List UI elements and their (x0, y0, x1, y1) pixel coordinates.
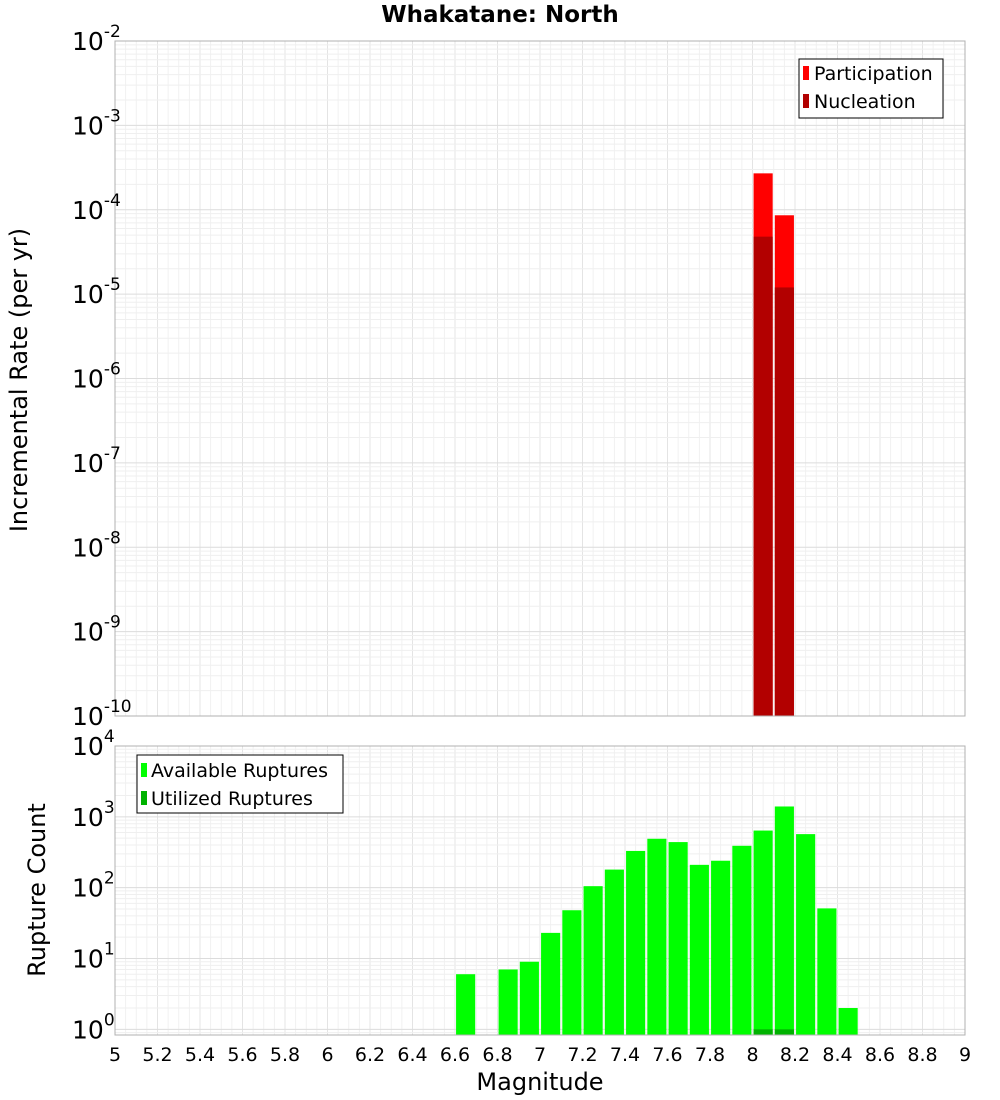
bottom-bar-available-ruptures (626, 850, 646, 1035)
x-tick-label: 7 (534, 1044, 546, 1066)
bottom-y-tick-labels: 104 103 102 101 100 (72, 727, 115, 1044)
bottom-bars (456, 806, 858, 1035)
bottom-y-tick-label: 104 (72, 727, 115, 761)
x-tick-label: 7.4 (610, 1044, 640, 1066)
bottom-bar-utilized-ruptures (774, 1029, 794, 1035)
bottom-y-tick-label: 101 (72, 940, 115, 974)
legend-label-utilized: Utilized Ruptures (151, 788, 313, 810)
bottom-plot-frame (114, 745, 966, 1036)
top-grid (114, 41, 966, 717)
bottom-bar-available-ruptures (796, 834, 816, 1035)
legend-swatch-utilized (141, 791, 147, 805)
top-y-tick-label: 10-5 (72, 275, 121, 309)
bottom-legend: Available Ruptures Utilized Ruptures (136, 754, 344, 814)
x-tick-label: 8.8 (907, 1044, 937, 1066)
x-tick-label: 6.2 (355, 1044, 385, 1066)
bottom-bar-available-ruptures (498, 969, 518, 1035)
x-tick-label: 8.4 (822, 1044, 852, 1066)
x-axis-label: Magnitude (476, 1068, 603, 1096)
bottom-bar-available-ruptures (753, 830, 773, 1035)
bottom-bar-available-ruptures (668, 842, 688, 1035)
top-y-tick-label: 10-8 (72, 528, 121, 562)
x-tick-label: 6.4 (397, 1044, 427, 1066)
bottom-bar-available-ruptures (604, 869, 624, 1035)
legend-swatch-nucleation (803, 94, 809, 108)
legend-label-nucleation: Nucleation (814, 91, 916, 113)
bottom-bar-available-ruptures (838, 1008, 858, 1035)
x-tick-label: 8 (746, 1044, 758, 1066)
top-y-tick-label: 10-3 (72, 106, 121, 140)
x-tick-label: 5.2 (142, 1044, 172, 1066)
x-tick-label: 5.6 (227, 1044, 257, 1066)
bottom-bar-available-ruptures (647, 838, 667, 1035)
chart-title: Whakatane: North (381, 2, 619, 28)
legend-swatch-participation (803, 66, 809, 80)
top-bar-nucleation (774, 287, 794, 716)
top-y-tick-label: 10-6 (72, 360, 121, 394)
x-tick-label: 8.6 (865, 1044, 895, 1066)
x-tick-label: 9 (959, 1044, 971, 1066)
x-tick-label: 8.2 (780, 1044, 810, 1066)
top-y-tick-label: 10-2 (72, 22, 121, 56)
x-tick-label: 6.6 (440, 1044, 470, 1066)
bottom-bar-utilized-ruptures (753, 1029, 773, 1035)
bottom-bar-available-ruptures (583, 886, 603, 1035)
x-tick-label: 5 (109, 1044, 121, 1066)
x-tick-label: 6.8 (482, 1044, 512, 1066)
top-y-tick-labels: 10-2 10-3 10-4 10-5 10-6 10-7 10-8 10-9 10-10 (72, 22, 132, 731)
bottom-bar-available-ruptures (711, 860, 731, 1035)
bottom-bar-available-ruptures (541, 932, 561, 1035)
bottom-bar-available-ruptures (774, 806, 794, 1035)
bottom-y-axis-label: Rupture Count (23, 803, 51, 977)
bottom-bar-available-ruptures (689, 864, 709, 1035)
x-tick-label: 7.2 (567, 1044, 597, 1066)
x-tick-label: 7.6 (652, 1044, 682, 1066)
legend-label-available: Available Ruptures (151, 760, 328, 782)
bottom-legend-box (136, 754, 344, 814)
legend-label-participation: Participation (814, 63, 933, 85)
top-y-tick-label: 10-4 (72, 191, 121, 225)
bottom-bar-available-ruptures (519, 961, 539, 1035)
top-y-tick-label: 10-7 (72, 444, 121, 478)
bottom-bar-available-ruptures (732, 845, 752, 1035)
bottom-bar-available-ruptures (817, 908, 837, 1035)
bottom-y-tick-label: 102 (72, 869, 115, 903)
top-y-tick-label: 10-9 (72, 613, 121, 647)
x-tick-label: 6 (321, 1044, 333, 1066)
bottom-y-tick-label: 100 (72, 1010, 115, 1044)
top-legend-box (798, 58, 944, 119)
x-tick-label: 5.4 (185, 1044, 215, 1066)
x-tick-label: 7.8 (695, 1044, 725, 1066)
top-bars (753, 173, 794, 717)
legend-swatch-available (141, 763, 147, 777)
bottom-bar-available-ruptures (562, 910, 582, 1035)
top-legend: Participation Nucleation (798, 58, 944, 119)
top-y-axis-label: Incremental Rate (per yr) (5, 228, 33, 532)
top-bar-nucleation (753, 236, 773, 716)
x-tick-label: 5.8 (270, 1044, 300, 1066)
x-tick-labels: 5 5.2 5.4 5.6 5.8 6 6.2 6.4 6.6 6.8 7 7.2 7.4 7.6 7.8 8… (109, 1044, 971, 1066)
top-plot-frame (114, 40, 966, 717)
bottom-y-tick-label: 103 (72, 798, 115, 832)
top-y-tick-label: 10-10 (72, 697, 132, 731)
bottom-bar-available-ruptures (456, 974, 476, 1035)
